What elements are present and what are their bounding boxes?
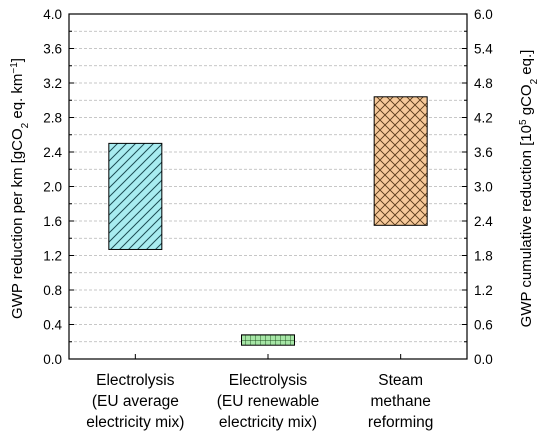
category-label: (EU renewable (217, 393, 320, 410)
left-tick-label: 0.0 (43, 352, 62, 367)
left-tick-label: 0.4 (43, 318, 62, 333)
right-tick-label: 4.2 (474, 111, 493, 126)
category-label: (EU average (92, 393, 179, 410)
right-tick-label: 2.4 (474, 214, 493, 229)
left-tick-label: 0.8 (43, 283, 62, 298)
left-tick-label: 4.0 (43, 7, 62, 22)
category-label: methane (371, 393, 431, 410)
left-tick-label: 2.8 (43, 111, 62, 126)
category-label: Steam (378, 372, 423, 389)
right-tick-label: 3.6 (474, 145, 493, 160)
category-label: electricity mix) (86, 414, 184, 431)
tick-layer (69, 13, 467, 360)
right-tick-label: 0.6 (474, 318, 493, 333)
range-bar-3 (373, 96, 428, 226)
right-tick-label: 3.0 (474, 180, 493, 195)
right-tick-label: 0.0 (474, 352, 493, 367)
left-axis-title: GWP reduction per km [gCO2 eq. km−1] (9, 58, 31, 319)
category-label: electricity mix) (219, 414, 317, 431)
right-tick-label: 1.8 (474, 249, 493, 264)
right-tick-label: 4.8 (474, 76, 493, 91)
range-bar-2 (241, 334, 295, 346)
right-tick-label: 6.0 (474, 7, 493, 22)
right-axis-title: GWP cumulative reduction [105 gCO2 eq.] (518, 50, 540, 328)
left-tick-label: 1.2 (43, 249, 62, 264)
label-layer: 0.0 0.4 0.8 1.2 1.6 2.0 2.4 2.8 3.2 3.6 4.0 0.0 0.6 1… (9, 7, 540, 431)
left-tick-label: 1.6 (43, 214, 62, 229)
left-tick-label: 2.0 (43, 180, 62, 195)
category-label: Electrolysis (96, 372, 175, 389)
left-tick-label: 3.6 (43, 42, 62, 57)
category-label: Electrolysis (229, 372, 308, 389)
right-tick-label: 1.2 (474, 283, 493, 298)
left-tick-label: 2.4 (43, 145, 62, 160)
left-tick-label: 3.2 (43, 76, 62, 91)
right-tick-label: 5.4 (474, 42, 493, 57)
bar-layer (108, 96, 428, 346)
category-label: reforming (368, 414, 433, 431)
range-bar-1 (108, 142, 163, 250)
